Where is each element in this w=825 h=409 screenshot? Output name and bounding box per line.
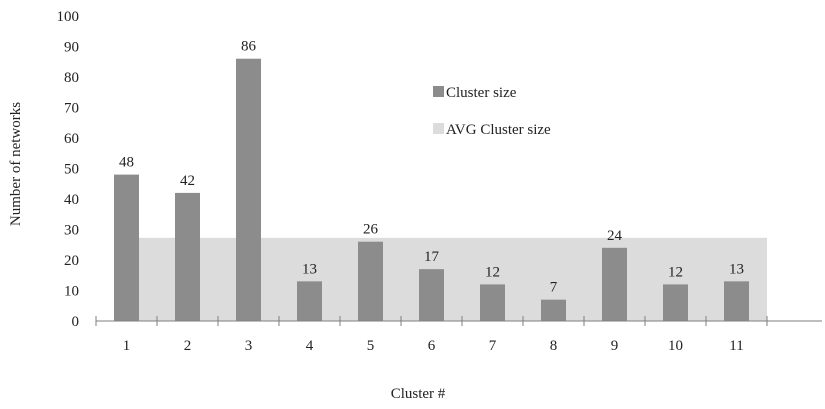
bar-cluster-11 (724, 281, 749, 321)
data-label-cluster-11: 13 (729, 261, 744, 277)
x-tick-label-5: 5 (367, 338, 375, 354)
x-tick-label-1: 1 (123, 338, 131, 354)
legend-label-cluster-size: Cluster size (446, 85, 517, 101)
y-tick-label-70: 70 (64, 101, 79, 117)
bars-layer (114, 58, 749, 321)
x-tick-label-9: 9 (611, 338, 619, 354)
x-tick-label-7: 7 (489, 338, 497, 354)
y-tick-label-20: 20 (64, 253, 79, 269)
data-label-cluster-6: 17 (424, 249, 440, 265)
y-tick-label-30: 30 (64, 223, 79, 239)
bar-cluster-4 (297, 281, 322, 321)
data-label-cluster-10: 12 (668, 264, 683, 280)
bar-cluster-1 (114, 174, 139, 321)
bar-cluster-5 (358, 241, 383, 321)
data-label-cluster-2: 42 (180, 173, 195, 189)
bar-cluster-8 (541, 299, 566, 321)
bar-cluster-2 (175, 192, 200, 321)
y-axis-title: Number of networks (8, 102, 24, 226)
data-label-cluster-5: 26 (363, 222, 379, 238)
x-tick-label-4: 4 (306, 338, 314, 354)
x-tick-label-2: 2 (184, 338, 192, 354)
x-tick-label-11: 11 (729, 338, 743, 354)
data-label-cluster-1: 48 (119, 155, 134, 171)
bar-cluster-10 (663, 284, 688, 321)
y-tick-label-60: 60 (64, 131, 79, 147)
y-tick-label-100: 100 (57, 9, 80, 25)
data-label-cluster-7: 12 (485, 264, 500, 280)
legend-swatch-avg-cluster-size (433, 123, 444, 134)
y-tick-label-10: 10 (64, 284, 79, 300)
x-tick-label-10: 10 (668, 338, 683, 354)
data-label-cluster-3: 86 (241, 39, 257, 55)
axes-layer (95, 316, 822, 326)
data-label-cluster-4: 13 (302, 261, 317, 277)
avg-cluster-size-area (126, 237, 767, 321)
labels-layer: 48 1 42 2 86 3 13 4 26 5 17 6 12 7 7 8 24 9 12 10 13 11 0 10 20 3… (57, 9, 745, 354)
x-tick-label-6: 6 (428, 338, 436, 354)
y-tick-label-50: 50 (64, 162, 79, 178)
legend: Cluster size AVG Cluster size (433, 85, 551, 138)
bar-cluster-7 (480, 284, 505, 321)
bar-cluster-3 (236, 58, 261, 321)
y-tick-label-80: 80 (64, 70, 79, 86)
bar-cluster-6 (419, 269, 444, 321)
x-tick-label-8: 8 (550, 338, 558, 354)
y-tick-label-0: 0 (72, 314, 80, 330)
x-axis-title: Cluster # (391, 386, 446, 402)
data-label-cluster-8: 7 (550, 280, 558, 296)
x-tick-label-3: 3 (245, 338, 253, 354)
bar-cluster-9 (602, 247, 627, 321)
avg-area-layer (126, 237, 767, 321)
legend-label-avg-cluster-size: AVG Cluster size (446, 122, 551, 138)
y-tick-label-40: 40 (64, 192, 79, 208)
data-label-cluster-9: 24 (607, 228, 623, 244)
y-tick-label-90: 90 (64, 40, 79, 56)
legend-swatch-cluster-size (433, 86, 444, 97)
